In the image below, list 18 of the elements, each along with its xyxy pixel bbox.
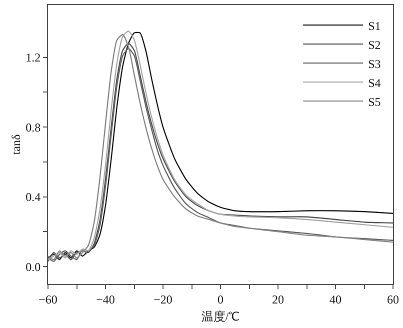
legend-label: S1 xyxy=(368,18,381,33)
x-axis-title: 温度/℃ xyxy=(201,309,240,324)
y-tick-label: 1.2 xyxy=(26,50,41,65)
x-tick-label: −40 xyxy=(96,292,115,306)
x-tick-label: 0 xyxy=(218,292,224,306)
y-axis-title: tanδ xyxy=(8,134,23,155)
x-tick-label: 60 xyxy=(387,292,399,306)
x-tick-label: 40 xyxy=(330,292,342,306)
legend-label: S3 xyxy=(368,56,381,71)
x-tick-label: −60 xyxy=(38,292,58,306)
y-tick-label: 0.4 xyxy=(26,190,41,204)
x-tick-label: −20 xyxy=(154,292,172,306)
legend-label: S2 xyxy=(368,38,381,52)
legend-label: S5 xyxy=(368,94,381,109)
y-tick-label: 0.8 xyxy=(26,120,41,134)
x-tick-label: 20 xyxy=(272,292,284,306)
y-tick-label: 0.0 xyxy=(26,260,41,274)
legend-label: S4 xyxy=(368,76,381,90)
